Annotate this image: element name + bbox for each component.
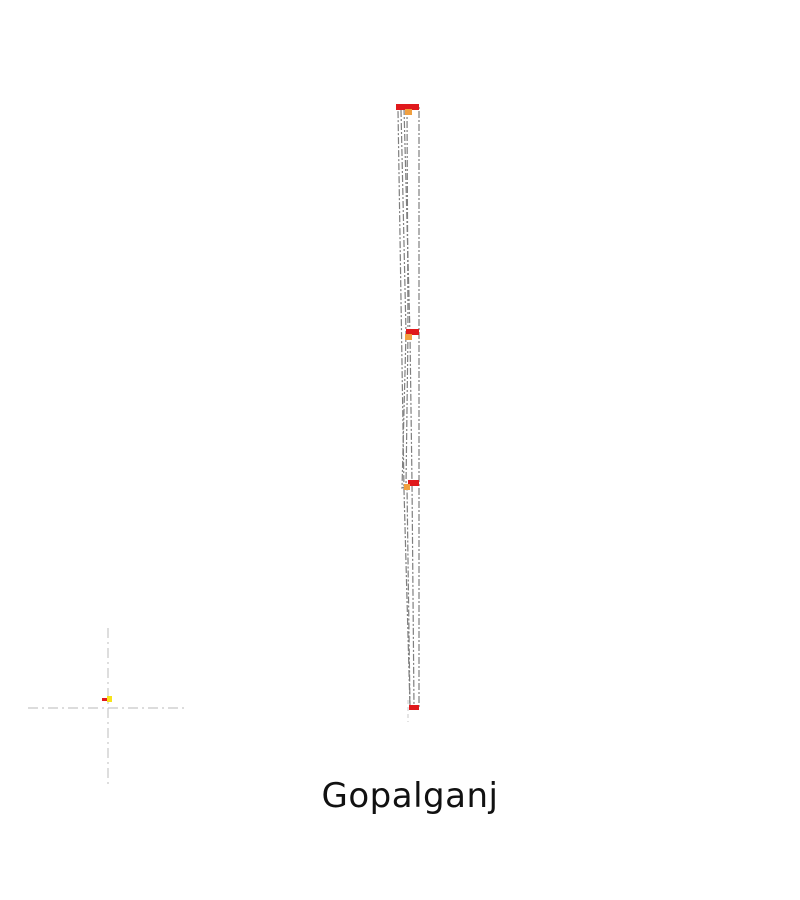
boundary-outer-edge: [397, 105, 420, 709]
marker-top-orange: [405, 109, 412, 115]
marker-top-red: [396, 104, 419, 110]
map-markers: [396, 104, 419, 710]
boundary-inner-edge-right: [403, 107, 415, 709]
marker-bottom-red: [409, 705, 419, 710]
locator-marker-yellow: [107, 696, 112, 702]
locator-inset: [28, 628, 188, 788]
locator-marker-red: [102, 698, 108, 701]
boundary-inner-edge-mid: [405, 107, 409, 487]
marker-lower-orange: [404, 484, 410, 490]
boundary-inner-edge-left: [400, 109, 411, 709]
district-boundary: [397, 105, 420, 709]
marker-mid-orange: [405, 334, 412, 340]
map-title: Gopalganj: [321, 776, 499, 816]
marker-lower-red: [408, 480, 419, 486]
marker-mid-red: [406, 329, 419, 335]
